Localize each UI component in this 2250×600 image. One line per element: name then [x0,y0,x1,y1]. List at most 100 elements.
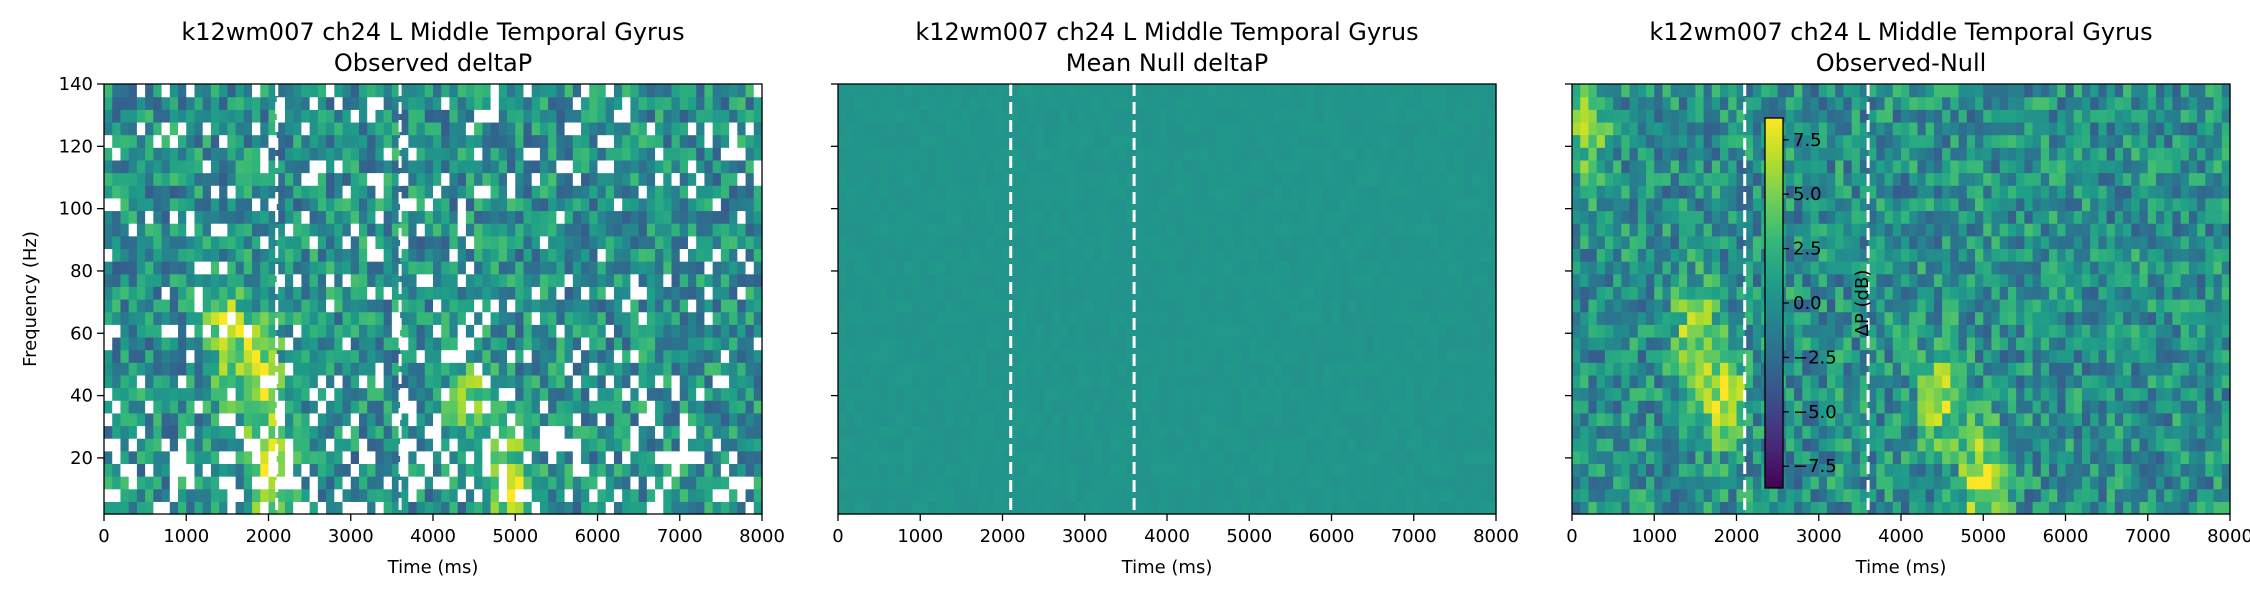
heatmap-cell [953,286,962,300]
heatmap-cell [219,501,228,515]
heatmap-cell [375,324,385,338]
heatmap-cell [342,96,352,110]
heatmap-cell [293,387,302,401]
heatmap-cell [1027,349,1036,363]
heatmap-cell [1331,235,1341,250]
heatmap-cell [424,109,434,123]
heatmap-cell [1183,223,1193,237]
heatmap-cell [729,197,738,212]
heatmap-cell [879,235,888,250]
heatmap-cell [1339,172,1349,186]
heatmap-cell [202,412,212,427]
heatmap-cell [838,450,847,465]
heatmap-cell [474,374,483,389]
heatmap-cell [605,387,615,401]
heatmap-cell [490,248,500,262]
heatmap-cell [572,197,582,212]
heatmap-cell [391,185,401,199]
heatmap-cell [589,349,599,363]
heatmap-cell [928,324,938,338]
heatmap-cell [936,488,946,502]
heatmap-cell [342,463,352,477]
heatmap-cell [622,235,631,250]
heatmap-cell [433,261,442,275]
heatmap-cell [391,311,401,325]
heatmap-cell [161,336,171,351]
heatmap-cell [284,501,294,515]
heatmap-cell [408,400,418,414]
heatmap-cell [465,121,475,136]
heatmap-cell [383,324,393,338]
heatmap-cell [424,197,434,212]
heatmap-cell [1372,488,1382,502]
x-tick-label: 3000 [328,526,374,547]
heatmap-cell [572,324,582,338]
heatmap-cell [1084,261,1094,275]
heatmap-cell [862,261,872,275]
heatmap-cell [912,185,921,199]
heatmap-cell [671,197,681,212]
heatmap-cell [745,501,755,515]
heatmap-cell [1249,185,1259,199]
heatmap-cell [276,501,286,515]
heatmap-cell [317,450,327,465]
heatmap-cell [260,362,270,376]
heatmap-cell [638,84,648,98]
heatmap-cell [1101,463,1111,477]
heatmap-cell [1199,159,1209,174]
heatmap-cell [490,387,500,401]
heatmap-cell [276,463,286,477]
heatmap-cell [1027,362,1036,376]
heatmap-cell [1018,185,1028,199]
heatmap-cell [1084,450,1094,465]
heatmap-cell [219,349,228,363]
heatmap-cell [309,311,319,325]
heatmap-cell [178,501,187,515]
heatmap-cell [1298,210,1308,224]
heatmap-cell [375,121,385,136]
heatmap-cell [490,336,500,351]
heatmap-cell [276,476,286,490]
heatmap-cell [342,362,352,376]
heatmap-cell [1438,336,1448,351]
heatmap-cell [1002,412,1012,427]
heatmap-cell [737,425,747,439]
heatmap-cell [729,134,738,148]
heatmap-cell [1175,235,1185,250]
heatmap-cell [1027,235,1036,250]
heatmap-cell [1430,400,1440,414]
heatmap-cell [153,286,163,300]
heatmap-cell [646,488,656,502]
heatmap-cell [1323,387,1333,401]
heatmap-cell [1051,299,1061,313]
heatmap-cell [490,159,500,174]
heatmap-cell [745,109,755,123]
heatmap-cell [597,84,607,98]
heatmap-cell [178,273,187,287]
heatmap-cell [655,311,664,325]
heatmap-cell [408,438,418,452]
heatmap-cell [1125,197,1135,212]
heatmap-cell [334,172,344,186]
heatmap-cell [977,362,987,376]
heatmap-cell [326,438,335,452]
heatmap-cell [655,172,664,186]
heatmap-cell [1380,336,1390,351]
heatmap-cell [1380,412,1390,427]
heatmap-cell [1306,172,1316,186]
heatmap-cell [1002,400,1012,414]
heatmap-cell [1265,299,1275,313]
heatmap-cell [367,374,377,389]
heatmap-cell [112,172,122,186]
heatmap-cell [1298,438,1308,452]
heatmap-cell [1208,261,1217,275]
heatmap-cell [1134,311,1143,325]
heatmap-cell [887,159,897,174]
heatmap-cell [862,311,872,325]
heatmap-cell [186,235,196,250]
heatmap-cell [1249,387,1259,401]
heatmap-cell [1356,273,1365,287]
heatmap-cell [1241,463,1250,477]
heatmap-cell [1347,336,1357,351]
heatmap-cell [186,450,196,465]
